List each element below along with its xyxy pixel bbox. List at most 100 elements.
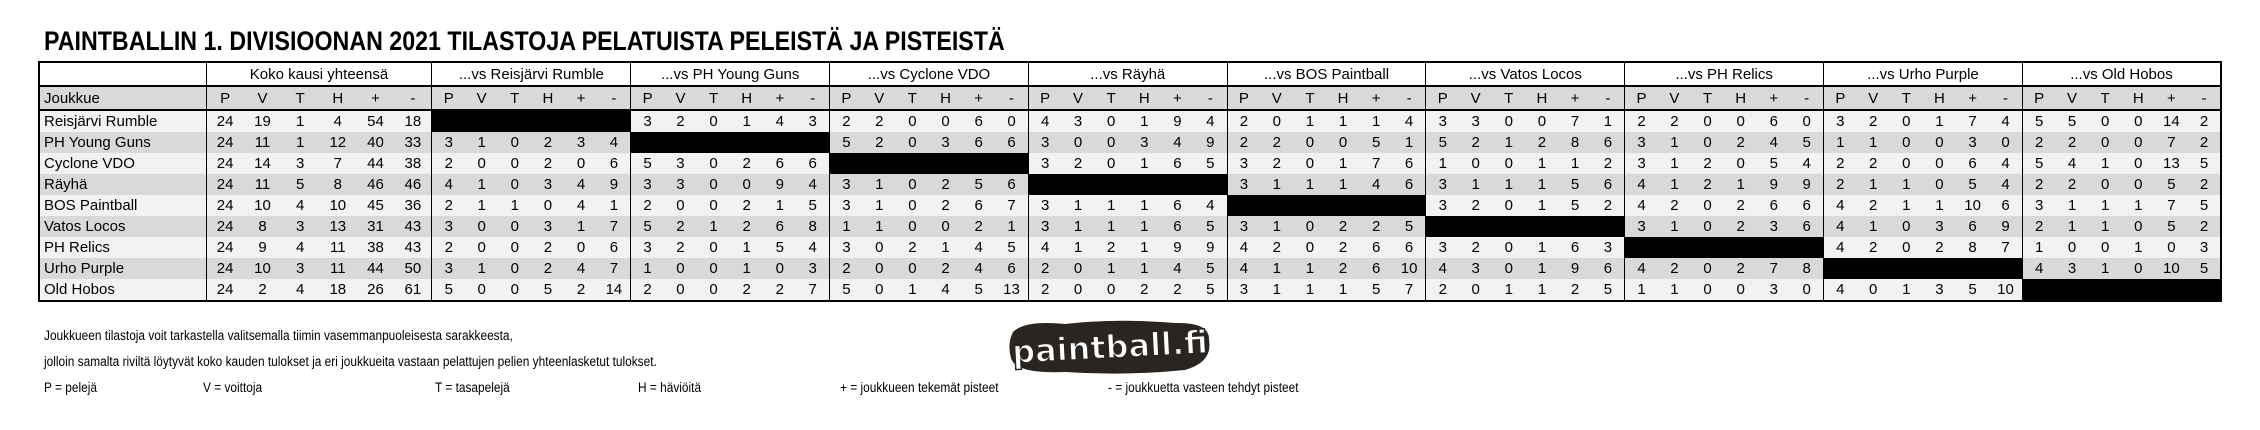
stat-header: P xyxy=(1226,86,1261,111)
stat-header: H xyxy=(1525,86,1559,111)
vs-stat-cell: 5 xyxy=(1194,258,1228,279)
vs-stat-cell: 1 xyxy=(1326,279,1360,302)
vs-stat-cell: 0 xyxy=(1889,110,1923,132)
vs-stat-cell: 1 xyxy=(1558,153,1592,174)
vs-stat-cell: 14 xyxy=(2154,110,2188,132)
vs-stat-cell: 7 xyxy=(597,216,631,237)
team-name[interactable]: Cyclone VDO xyxy=(38,153,206,174)
team-name[interactable]: Räyhä xyxy=(38,174,206,195)
vs-stat-cell: 2 xyxy=(663,110,698,132)
blocked-cell xyxy=(1922,258,1957,279)
team-name[interactable]: Urho Purple xyxy=(38,258,206,279)
total-stat-cell: 24 xyxy=(205,174,244,195)
vs-stat-cell: 9 xyxy=(1194,237,1228,258)
group-header: ...vs PH Relics xyxy=(1624,61,1824,87)
vs-stat-cell: 0 xyxy=(1094,153,1128,174)
vs-stat-cell: 6 xyxy=(1160,195,1194,216)
vs-stat-cell: 1 xyxy=(1127,153,1161,174)
total-stat-cell: 4 xyxy=(281,237,319,258)
vs-stat-cell: 2 xyxy=(1624,110,1658,132)
total-stat-cell: 4 xyxy=(318,110,357,132)
vs-stat-cell: 2 xyxy=(531,258,565,279)
team-name[interactable]: BOS Paintball xyxy=(38,195,206,216)
vs-stat-cell: 6 xyxy=(962,132,996,153)
vs-stat-cell: 1 xyxy=(1525,237,1559,258)
vs-stat-cell: 4 xyxy=(564,195,598,216)
total-stat-cell: 8 xyxy=(318,174,357,195)
vs-stat-cell: 2 xyxy=(2055,132,2089,153)
total-stat-cell: 19 xyxy=(243,110,282,132)
vs-stat-cell: 1 xyxy=(829,216,863,237)
blocked-cell xyxy=(1459,216,1493,237)
vs-stat-cell: 1 xyxy=(1260,216,1294,237)
vs-stat-cell: 2 xyxy=(1226,110,1261,132)
team-name[interactable]: PH Relics xyxy=(38,237,206,258)
team-name[interactable]: Old Hobos xyxy=(38,279,206,302)
stat-header: + xyxy=(1757,86,1791,111)
stat-header: T xyxy=(2088,86,2122,111)
vs-stat-cell: 0 xyxy=(498,279,532,302)
stat-header: V xyxy=(1856,86,1890,111)
vs-stat-cell: 3 xyxy=(663,174,698,195)
paintball-fi-logo: paintball.fi xyxy=(1009,320,1210,374)
vs-stat-cell: 10 xyxy=(1956,195,1990,216)
vs-stat-cell: 4 xyxy=(1027,110,1062,132)
stat-header: - xyxy=(394,86,432,111)
stat-header: T xyxy=(895,86,929,111)
vs-stat-cell: 0 xyxy=(2088,174,2122,195)
stat-header: + xyxy=(1160,86,1194,111)
vs-stat-cell: 3 xyxy=(431,216,466,237)
vs-stat-cell: 1 xyxy=(1525,258,1559,279)
table-row: Old Hobos 24 2 4 18 26 61 5 0 0 5 2 14 2 0 0 2 2 7 5 0 1 4 5 13 2… xyxy=(38,279,2223,302)
total-stat-cell: 36 xyxy=(394,195,432,216)
vs-stat-cell: 2 xyxy=(1160,279,1194,302)
vs-stat-cell: 0 xyxy=(697,110,731,132)
vs-stat-cell: 2 xyxy=(829,258,863,279)
total-stat-cell: 10 xyxy=(318,195,357,216)
vs-stat-cell: 0 xyxy=(498,258,532,279)
footer-line-1: Joukkueen tilastoja voit tarkastella val… xyxy=(44,328,513,343)
vs-stat-cell: 3 xyxy=(1127,132,1161,153)
vs-stat-cell: 5 xyxy=(630,153,664,174)
vs-stat-cell: 2 xyxy=(862,110,896,132)
vs-stat-cell: 0 xyxy=(697,174,731,195)
blocked-cell xyxy=(1226,195,1261,216)
vs-stat-cell: 0 xyxy=(1790,279,1824,302)
vs-stat-cell: 1 xyxy=(1922,195,1957,216)
stat-header: H xyxy=(531,86,565,111)
blocked-cell xyxy=(1690,237,1725,258)
vs-stat-cell: 2 xyxy=(1127,279,1161,302)
vs-stat-cell: 9 xyxy=(1790,174,1824,195)
vs-stat-cell: 0 xyxy=(1690,279,1725,302)
vs-stat-cell: 0 xyxy=(498,132,532,153)
total-stat-cell: 18 xyxy=(318,279,357,302)
stat-header: + xyxy=(564,86,598,111)
blocked-cell xyxy=(1591,216,1625,237)
vs-stat-cell: 3 xyxy=(431,258,466,279)
vs-stat-cell: 0 xyxy=(498,216,532,237)
vs-stat-cell: 9 xyxy=(763,174,797,195)
total-stat-cell: 3 xyxy=(281,216,319,237)
vs-stat-cell: 2 xyxy=(1326,258,1360,279)
team-name[interactable]: Reisjärvi Rumble xyxy=(38,110,206,132)
vs-stat-cell: 0 xyxy=(663,258,698,279)
vs-stat-cell: 2 xyxy=(862,132,896,153)
team-name[interactable]: Vatos Locos xyxy=(38,216,206,237)
vs-stat-cell: 2 xyxy=(2021,174,2056,195)
stats-table: Koko kausi yhteensä ...vs Reisjärvi Rumbl… xyxy=(38,61,2223,302)
vs-stat-cell: 2 xyxy=(730,153,764,174)
group-header: ...vs PH Young Guns xyxy=(630,61,830,87)
vs-stat-cell: 3 xyxy=(1624,153,1658,174)
vs-stat-cell: 1 xyxy=(2021,237,2056,258)
vs-stat-cell: 1 xyxy=(1326,153,1360,174)
stat-header: V xyxy=(663,86,698,111)
vs-stat-cell: 6 xyxy=(763,216,797,237)
vs-stat-cell: 2 xyxy=(1459,237,1493,258)
blocked-cell xyxy=(465,110,499,132)
blank-header xyxy=(38,61,206,87)
vs-stat-cell: 1 xyxy=(2088,153,2122,174)
vs-stat-cell: 6 xyxy=(1591,132,1625,153)
stat-header: V xyxy=(243,86,282,111)
team-name[interactable]: PH Young Guns xyxy=(38,132,206,153)
vs-stat-cell: 6 xyxy=(1160,216,1194,237)
